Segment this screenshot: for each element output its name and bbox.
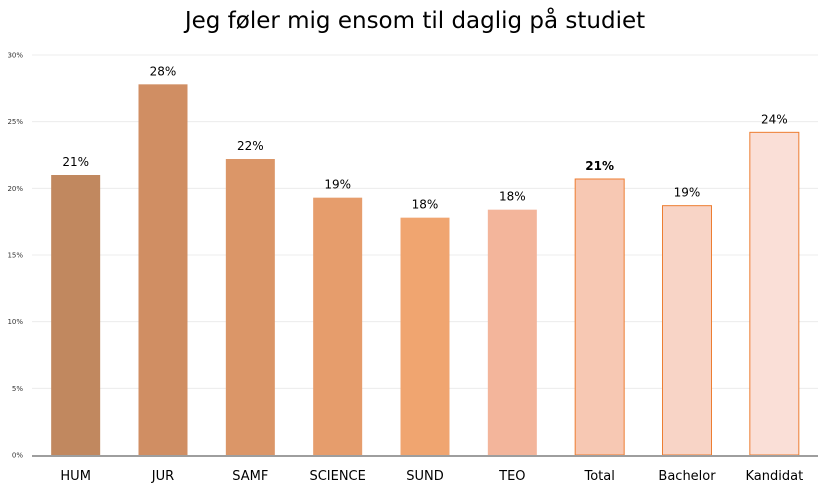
data-label-hum: 21% [62, 155, 89, 169]
bars [51, 84, 800, 456]
bar-sund [400, 217, 450, 455]
data-label-bachelor: 19% [674, 186, 701, 200]
category-label-bachelor: Bachelor [658, 469, 716, 484]
category-labels: HUM JUR SAMF SCIENCE SUND TEO Total Bachelor Kan… [60, 469, 803, 484]
category-label-hum: HUM [60, 469, 91, 484]
bar-kandidat [749, 131, 800, 456]
category-label-science: SCIENCE [309, 469, 365, 484]
y-tick-label: 10% [7, 318, 23, 326]
y-tick-label: 5% [12, 385, 23, 393]
y-tick-label: 25% [7, 118, 23, 126]
data-label-science: 19% [324, 178, 351, 192]
category-label-sund: SUND [406, 469, 444, 484]
data-labels: 21% 28% 22% 19% 18% 18% 21% 19% 24% [62, 64, 787, 211]
category-label-kandidat: Kandidat [745, 469, 803, 484]
bar-samf [225, 159, 275, 455]
y-tick-label: 0% [12, 452, 23, 460]
bar-total [574, 178, 625, 456]
data-label-total: 21% [585, 159, 614, 173]
category-label-teo: TEO [498, 469, 525, 484]
data-label-teo: 18% [499, 190, 526, 204]
bar-jur [138, 84, 188, 455]
category-label-jur: JUR [151, 469, 174, 484]
chart-title: Jeg føler mig ensom til daglig på studie… [184, 8, 646, 34]
bar-bachelor [662, 205, 712, 456]
data-label-sund: 18% [412, 198, 439, 212]
y-tick-label: 30% [7, 52, 23, 60]
bar-hum [51, 175, 101, 455]
y-tick-label: 15% [7, 252, 23, 260]
y-tick-label: 20% [7, 185, 23, 193]
category-label-total: Total [583, 469, 614, 484]
data-label-kandidat: 24% [761, 112, 788, 126]
data-label-jur: 28% [150, 64, 177, 78]
data-label-samf: 22% [237, 139, 264, 153]
y-axis-ticks: 0% 5% 10% 15% 20% 25% 30% [7, 52, 23, 460]
bar-science [313, 197, 363, 455]
category-label-samf: SAMF [232, 469, 268, 484]
bar-teo [487, 209, 537, 455]
